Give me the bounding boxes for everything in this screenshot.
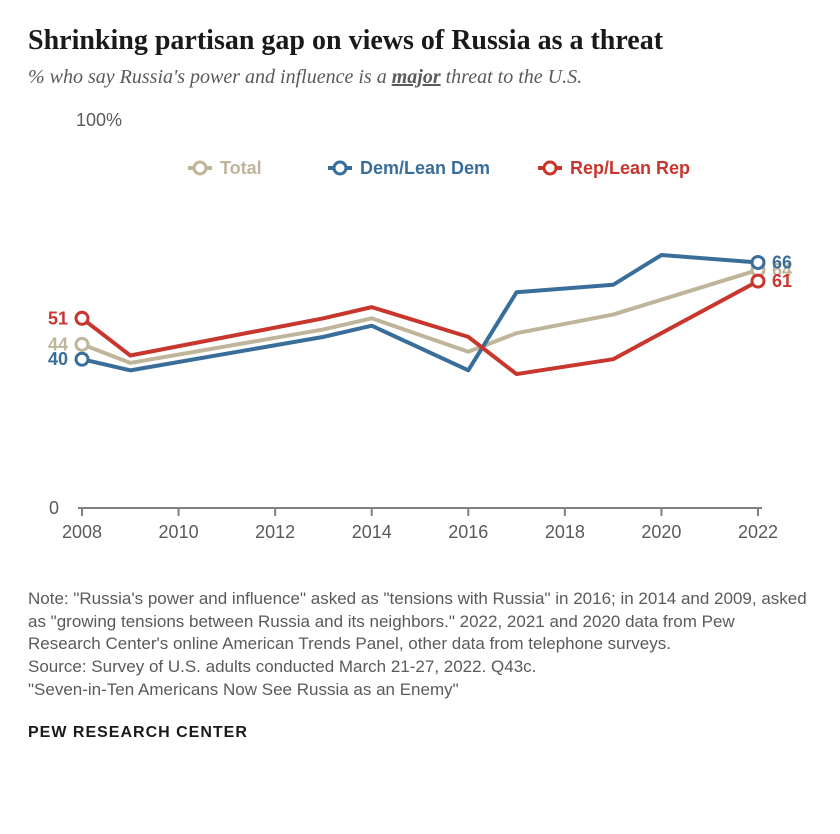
source-line: Source: Survey of U.S. adults conducted … <box>28 656 812 679</box>
legend-marker <box>334 162 346 174</box>
series-end-marker <box>752 256 764 268</box>
x-tick-label: 2012 <box>255 522 295 542</box>
legend-marker <box>544 162 556 174</box>
x-tick-label: 2016 <box>448 522 488 542</box>
series-start-label: 40 <box>48 349 68 369</box>
series-start-marker <box>76 338 88 350</box>
subtitle-prefix: % who say Russia's power and influence i… <box>28 66 392 88</box>
x-tick-label: 2014 <box>352 522 392 542</box>
footer-org: PEW RESEARCH CENTER <box>28 724 812 742</box>
series-start-label: 51 <box>48 308 68 328</box>
x-tick-label: 2018 <box>545 522 585 542</box>
x-tick-label: 2022 <box>738 522 778 542</box>
x-tick-label: 2020 <box>641 522 681 542</box>
y-axis-zero-label: 0 <box>49 498 59 518</box>
line-chart: 100% 02008 2010 2012 2014 2016 2018 2020 2022 Tot… <box>28 108 812 568</box>
subtitle-emphasis: major <box>392 66 441 88</box>
chart-svg: 100% 02008 2010 2012 2014 2016 2018 2020 2022 Tot… <box>28 108 812 568</box>
note-line: Note: "Russia's power and influence" ask… <box>28 588 812 657</box>
report-line: "Seven-in-Ten Americans Now See Russia a… <box>28 679 812 702</box>
chart-notes: Note: "Russia's power and influence" ask… <box>28 588 812 703</box>
x-tick-label: 2010 <box>159 522 199 542</box>
legend-marker <box>194 162 206 174</box>
series-end-label: 66 <box>772 252 792 272</box>
legend-label: Dem/Lean Dem <box>360 158 490 178</box>
chart-title: Shrinking partisan gap on views of Russi… <box>28 24 812 58</box>
legend-label: Rep/Lean Rep <box>570 158 690 178</box>
series-start-marker <box>76 312 88 324</box>
x-tick-label: 2008 <box>62 522 102 542</box>
series-start-marker <box>76 353 88 365</box>
y-axis-max-label: 100% <box>76 110 122 130</box>
series-end-marker <box>752 275 764 287</box>
legend-label: Total <box>220 158 262 178</box>
series-end-label: 61 <box>772 271 792 291</box>
chart-subtitle: % who say Russia's power and influence i… <box>28 64 812 90</box>
subtitle-suffix: threat to the U.S. <box>441 66 582 88</box>
